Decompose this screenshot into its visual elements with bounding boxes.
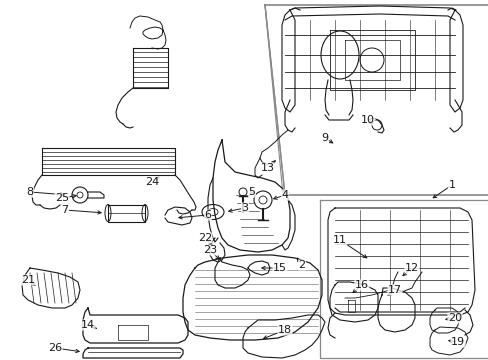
Text: 5: 5 xyxy=(248,187,255,197)
Text: 4: 4 xyxy=(281,190,288,200)
Text: 24: 24 xyxy=(144,177,159,187)
Text: 6: 6 xyxy=(204,210,211,220)
Text: 3: 3 xyxy=(241,203,248,213)
Text: 17: 17 xyxy=(387,285,401,295)
Text: 20: 20 xyxy=(447,313,461,323)
Text: 9: 9 xyxy=(321,133,328,143)
Text: 11: 11 xyxy=(332,235,346,245)
Text: 1: 1 xyxy=(447,180,454,190)
Text: 14: 14 xyxy=(81,320,95,330)
Text: 16: 16 xyxy=(354,280,368,290)
Text: 15: 15 xyxy=(272,263,286,273)
Text: 7: 7 xyxy=(61,205,68,215)
Text: 23: 23 xyxy=(203,245,217,255)
Text: 8: 8 xyxy=(26,187,34,197)
Text: 12: 12 xyxy=(404,263,418,273)
Text: 13: 13 xyxy=(261,163,274,173)
Text: 18: 18 xyxy=(277,325,291,335)
Text: 25: 25 xyxy=(55,193,69,203)
Text: 2: 2 xyxy=(298,260,305,270)
Text: 26: 26 xyxy=(48,343,62,353)
Text: 22: 22 xyxy=(198,233,212,243)
Text: 10: 10 xyxy=(360,115,374,125)
Text: 19: 19 xyxy=(450,337,464,347)
Text: 21: 21 xyxy=(21,275,35,285)
